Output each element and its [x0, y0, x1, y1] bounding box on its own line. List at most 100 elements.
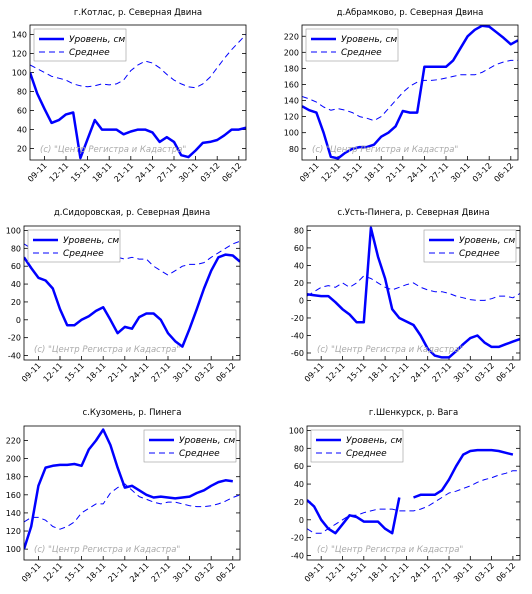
x-tick-label: 24-11 [409, 361, 432, 384]
y-tick-label: 60 [294, 462, 304, 471]
x-tick-label: 27-11 [428, 161, 451, 184]
legend: Уровень, см Среднее [27, 229, 121, 263]
watermark: (c) "Центр Регистра и Кадастра" [34, 345, 180, 355]
x-tick-label: 12-11 [48, 161, 71, 184]
x-tick-label: 03-12 [473, 561, 496, 584]
series-line [30, 34, 246, 89]
plot-area [307, 448, 520, 535]
plot-area [24, 240, 240, 348]
y-tick-label: 80 [289, 145, 299, 154]
legend-label: Среднее [346, 449, 387, 459]
y-tick-label: 80 [11, 244, 21, 253]
x-tick-label: 06-12 [220, 161, 243, 184]
y-tick-label: 80 [294, 444, 304, 453]
x-tick-label: 09-11 [298, 161, 321, 184]
series-line [24, 428, 233, 550]
y-tick-label: -20 [8, 334, 21, 343]
y-tick-label: 60 [294, 244, 304, 253]
x-tick-label: 30-11 [449, 161, 472, 184]
legend-box [143, 429, 237, 463]
y-tick-label: 100 [6, 545, 21, 554]
chart-panel: г.Котлас, р. Северная Двина 20 40 60 80 100 12… [12, 8, 247, 184]
x-tick-label: 18-11 [91, 161, 114, 184]
y-tick-label: 180 [6, 473, 21, 482]
plot-frame [29, 24, 247, 161]
x-tick-label: 15-11 [63, 561, 86, 584]
y-tick-label: 160 [6, 491, 21, 500]
x-tick-label: 12-11 [42, 561, 65, 584]
legend-label: Уровень, см [63, 236, 119, 246]
watermark: (c) "Центр Регистра и Кадастра" [317, 345, 463, 355]
x-tick-label: 30-11 [171, 561, 194, 584]
series-line [307, 497, 401, 535]
x-tick-label: 03-12 [193, 361, 216, 384]
chart-panel: с.Кузомень, р. Пинега 100 120 140 160 180 200 2… [6, 408, 241, 584]
x-tick-label: 27-11 [431, 361, 454, 384]
legend-label: Среднее [69, 48, 110, 58]
y-tick-label: 20 [11, 298, 21, 307]
x-tick-label: 30-11 [452, 561, 475, 584]
x-tick-label: 24-11 [128, 361, 151, 384]
x-tick-label: 09-11 [303, 561, 326, 584]
series-line [307, 470, 520, 534]
y-tick-label: 100 [12, 69, 27, 78]
x-tick-label: 18-11 [85, 561, 108, 584]
y-tick-label: 0 [16, 316, 21, 325]
plot-frame [23, 425, 241, 561]
x-tick-label: 09-11 [20, 561, 43, 584]
chart-title: д.Абрамково, р. Северная Двина [337, 8, 484, 18]
legend-label: Среднее [341, 48, 382, 58]
x-tick-label: 06-12 [495, 361, 518, 384]
chart-panel: д.Абрамково, р. Северная Двина 80 100 120 14… [284, 8, 519, 184]
x-tick-label: 03-12 [193, 561, 216, 584]
series-line [24, 240, 240, 276]
x-tick-label: 24-11 [406, 161, 429, 184]
x-tick-label: 24-11 [128, 561, 151, 584]
y-tick-label: 120 [12, 50, 27, 59]
y-tick-label: 200 [6, 455, 21, 464]
x-tick-label: 06-12 [214, 561, 237, 584]
y-tick-label: 60 [17, 107, 27, 116]
legend-label: Уровень, см [341, 35, 397, 45]
legend-label: Среднее [63, 249, 104, 259]
x-tick-label: 09-11 [26, 161, 49, 184]
legend-label: Уровень, см [459, 236, 515, 246]
plot-area [302, 25, 518, 160]
x-tick-label: 12-11 [324, 361, 347, 384]
x-tick-label: 21-11 [106, 561, 129, 584]
legend: Уровень, см Среднее [305, 28, 399, 62]
chart-title: с.Кузомень, р. Пинега [83, 408, 182, 418]
x-tick-label: 18-11 [367, 561, 390, 584]
x-tick-label: 27-11 [156, 161, 179, 184]
chart-title: с.Усть-Пинега, р. Северная Двина [337, 208, 489, 218]
y-tick-label: 140 [284, 97, 299, 106]
x-tick-label: 21-11 [384, 161, 407, 184]
x-tick-label: 15-11 [345, 561, 368, 584]
x-tick-label: 03-12 [199, 161, 222, 184]
y-tick-label: 120 [284, 113, 299, 122]
x-tick-label: 27-11 [150, 561, 173, 584]
chart-panel: с.Усть-Пинега, р. Северная Двина -60 -40 -2… [291, 208, 521, 384]
x-tick-label: 06-12 [495, 561, 518, 584]
chart-panel: г.Шенкурск, р. Вага -40 -20 0 20 40 60 80 100 09-… [289, 408, 521, 584]
legend-label: Уровень, см [69, 35, 125, 45]
series-line [413, 448, 514, 499]
x-tick-label: 21-11 [112, 161, 135, 184]
x-tick-label: 30-11 [171, 361, 194, 384]
x-tick-label: 27-11 [150, 361, 173, 384]
y-tick-label: 60 [11, 262, 21, 271]
plot-area [30, 34, 246, 160]
series-line [302, 25, 518, 160]
series-line [24, 483, 240, 530]
chart-title: д.Сидоровская, р. Северная Двина [54, 208, 210, 218]
watermark: (c) "Центр Регистра и Кадастра" [34, 545, 180, 555]
plot-frame [301, 24, 519, 161]
legend-box [33, 28, 127, 62]
x-tick-label: 06-12 [214, 361, 237, 384]
y-tick-label: 160 [284, 80, 299, 89]
x-tick-label: 15-11 [69, 161, 92, 184]
y-tick-label: -40 [8, 352, 21, 361]
plot-frame [306, 225, 521, 361]
y-tick-label: 20 [17, 145, 27, 154]
x-tick-label: 09-11 [20, 361, 43, 384]
